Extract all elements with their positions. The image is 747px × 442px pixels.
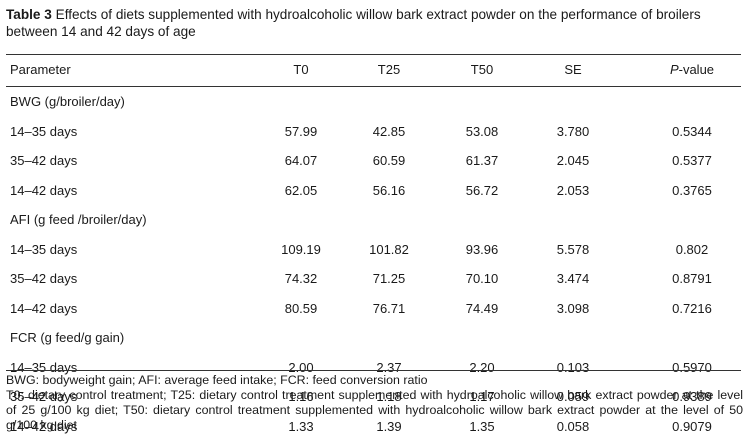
table-row: 35–42 days 64.07 60.59 61.37 2.045 0.5377 <box>6 151 741 171</box>
table-footnotes: BWG: bodyweight gain; AFI: average feed … <box>6 373 743 433</box>
cell-t50: 1.17 <box>469 389 495 404</box>
cell-t25: 71.25 <box>372 271 406 286</box>
section-title: AFI (g feed /broiler/day) <box>10 212 147 227</box>
cell-p: 0.5344 <box>672 123 712 139</box>
cell-se: 0.058 <box>556 418 590 434</box>
cell-period: 14–42 days <box>10 418 78 434</box>
cell-t25: 101.82 <box>369 241 409 257</box>
header-t25: T25 <box>377 62 401 77</box>
cell-period: 35–42 days <box>10 271 78 286</box>
table-row: 14–35 days 109.19 101.82 93.96 5.578 0.802 <box>6 240 741 260</box>
cell-t25: 60.59 <box>372 153 406 168</box>
cell-se: 2.045 <box>556 153 590 168</box>
cell-p: 0.3765 <box>672 182 712 198</box>
cell-t25: 42.85 <box>372 123 406 139</box>
top-rule <box>6 54 741 55</box>
cell-t50: 61.37 <box>465 153 499 168</box>
cell-t0: 74.32 <box>284 271 318 286</box>
cell-t0: 62.05 <box>284 182 318 198</box>
cell-period: 14–42 days <box>10 182 78 198</box>
cell-t50: 70.10 <box>465 271 499 286</box>
cell-se: 2.053 <box>556 182 590 198</box>
cell-se: 3.780 <box>556 123 590 139</box>
cell-t50: 1.35 <box>469 418 495 434</box>
header-p-suffix: -value <box>678 62 715 77</box>
table-header: Parameter T0 T25 T50 SE P-value <box>6 60 741 80</box>
cell-t0: 80.59 <box>284 300 318 316</box>
cell-t25: 1.18 <box>376 389 402 404</box>
cell-p: 0.802 <box>675 241 709 257</box>
cell-t25: 76.71 <box>372 300 406 316</box>
cell-se: 0.059 <box>556 389 590 404</box>
table-row: 14–42 days 62.05 56.16 56.72 2.053 0.3765 <box>6 181 741 201</box>
section-title: BWG (g/broiler/day) <box>10 94 125 109</box>
table-label: Table 3 <box>6 7 52 22</box>
table-row: 35–42 days 1.16 1.18 1.17 0.059 0.9389 <box>6 387 741 407</box>
table-row: 35–42 days 74.32 71.25 70.10 3.474 0.8791 <box>6 269 741 289</box>
cell-p: 0.8791 <box>672 271 712 286</box>
header-p-value: P-value <box>652 60 732 80</box>
header-t50: T50 <box>470 62 494 77</box>
cell-se: 5.578 <box>556 241 590 257</box>
cell-t0: 1.16 <box>288 389 314 404</box>
footnote-treatments: T0: dietary control treatment; T25: diet… <box>6 388 743 432</box>
cell-period: 35–42 days <box>10 389 78 404</box>
cell-t50: 56.72 <box>465 182 499 198</box>
table-caption: Table 3 Effects of diets supplemented wi… <box>6 6 741 40</box>
cell-t25: 1.39 <box>376 418 402 434</box>
header-se: SE <box>564 62 582 77</box>
footnote-abbreviations: BWG: bodyweight gain; AFI: average feed … <box>6 373 428 387</box>
cell-p: 0.9389 <box>672 389 712 404</box>
cell-se: 3.098 <box>556 300 590 316</box>
cell-t0: 64.07 <box>284 153 318 168</box>
cell-t25: 56.16 <box>372 182 406 198</box>
table-row: 14–35 days 57.99 42.85 53.08 3.780 0.5344 <box>6 122 741 142</box>
section-title: FCR (g feed/g gain) <box>10 330 125 345</box>
cell-t0: 109.19 <box>281 241 321 257</box>
cell-p: 0.7216 <box>672 300 712 316</box>
cell-p: 0.9079 <box>672 418 712 434</box>
table-title: Effects of diets supplemented with hydro… <box>6 7 701 39</box>
cell-t50: 93.96 <box>465 241 499 257</box>
cell-t50: 53.08 <box>465 123 499 139</box>
cell-period: 35–42 days <box>10 153 78 168</box>
table-row: 14–42 days 1.33 1.39 1.35 0.058 0.9079 <box>6 417 741 437</box>
cell-t50: 74.49 <box>465 300 499 316</box>
header-rule <box>6 86 741 87</box>
cell-period: 14–42 days <box>10 300 78 316</box>
header-t0: T0 <box>293 62 309 77</box>
cell-p: 0.5377 <box>672 153 712 168</box>
header-p-italic: P <box>669 62 679 77</box>
cell-t0: 57.99 <box>284 123 318 139</box>
bottom-rule <box>6 370 741 371</box>
cell-t0: 1.33 <box>288 418 314 434</box>
cell-period: 14–35 days <box>10 241 78 257</box>
cell-period: 14–35 days <box>10 123 78 139</box>
table-row: 14–42 days 80.59 76.71 74.49 3.098 0.7216 <box>6 299 741 319</box>
cell-se: 3.474 <box>556 271 590 286</box>
header-parameter: Parameter <box>10 62 71 77</box>
